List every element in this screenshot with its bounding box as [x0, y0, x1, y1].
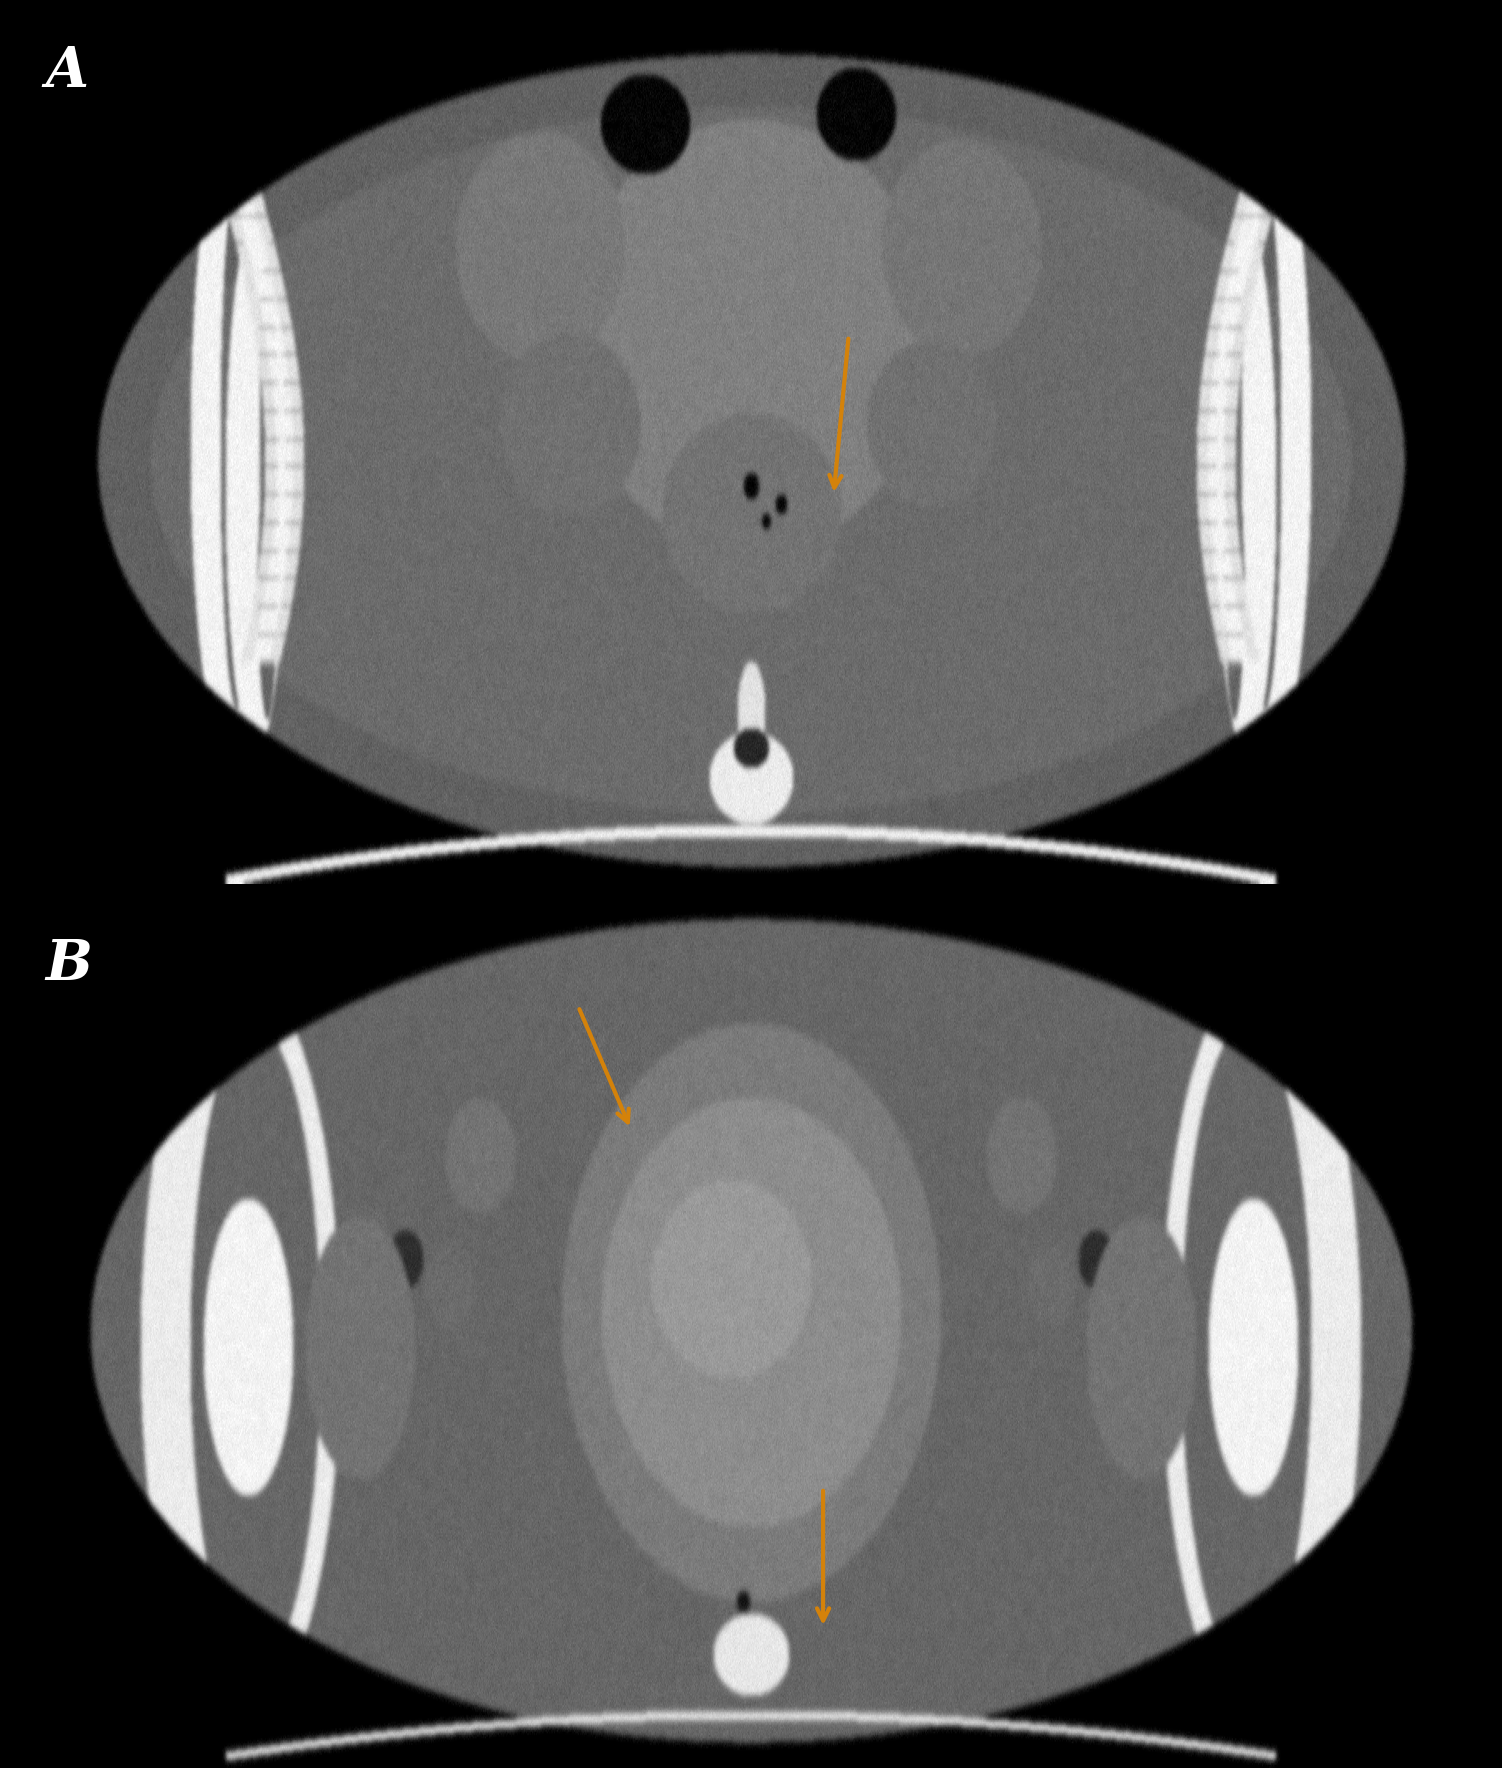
- Text: A: A: [45, 44, 89, 99]
- Text: B: B: [45, 937, 92, 992]
